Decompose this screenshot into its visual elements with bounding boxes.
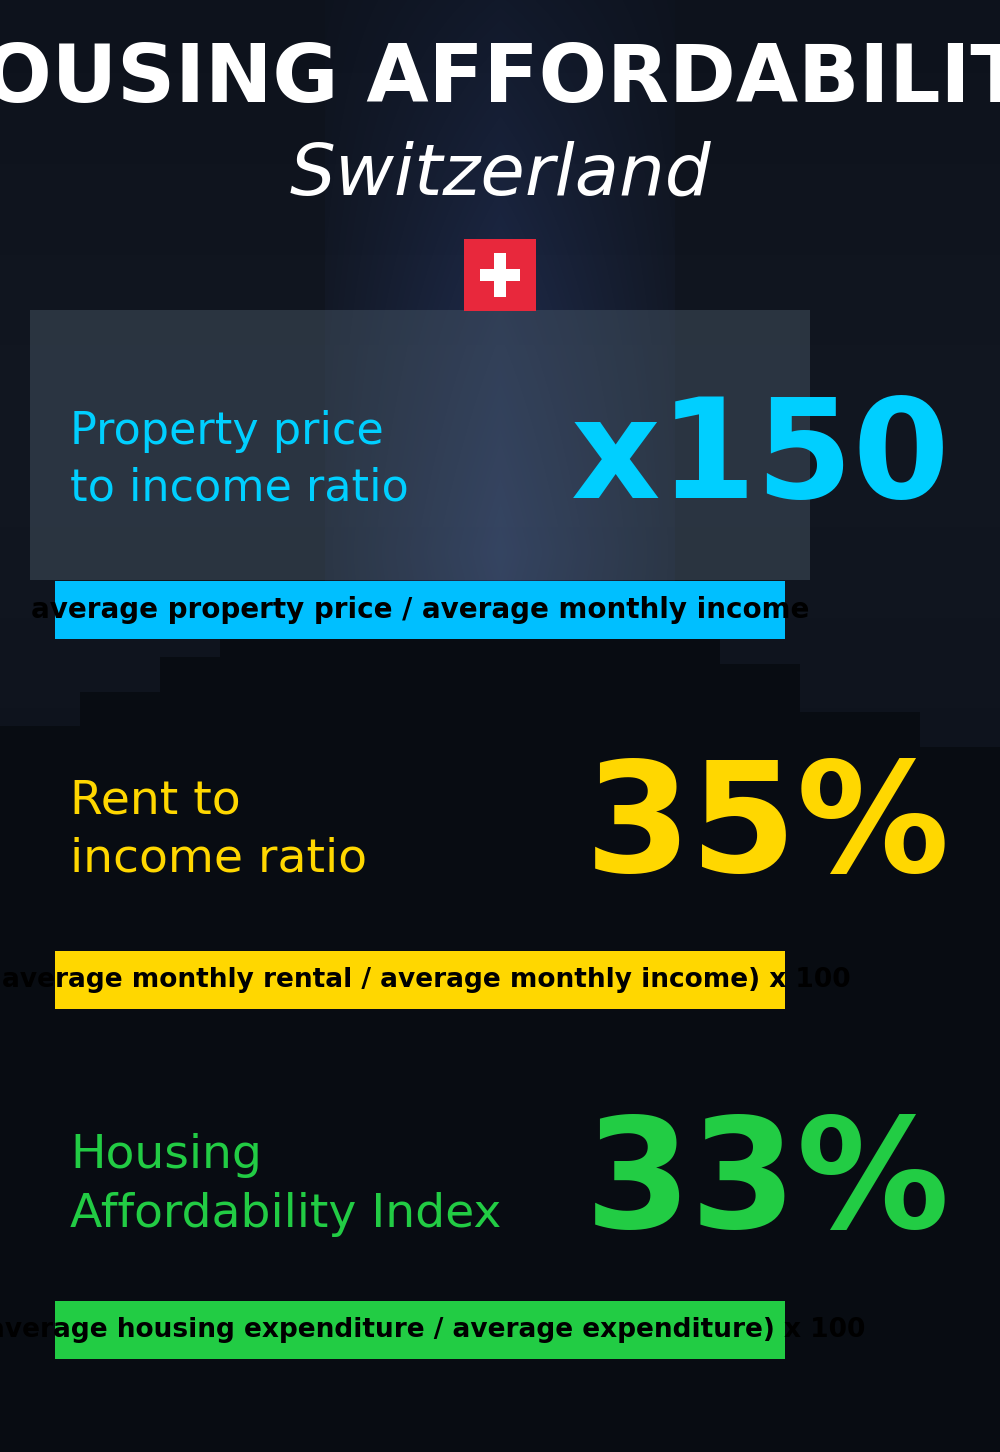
Bar	[30, 309, 810, 579]
Bar	[480, 269, 520, 282]
Text: Property price
to income ratio: Property price to income ratio	[70, 411, 409, 510]
Text: x150: x150	[570, 392, 950, 527]
Text: Switzerland: Switzerland	[289, 141, 711, 209]
Bar	[494, 253, 506, 298]
Text: Rent to
income ratio: Rent to income ratio	[70, 778, 367, 881]
Bar	[55, 951, 785, 1009]
Bar	[55, 1301, 785, 1359]
Text: 35%: 35%	[584, 755, 950, 905]
Text: average property price / average monthly income: average property price / average monthly…	[31, 595, 809, 624]
Bar	[55, 581, 785, 639]
Bar	[464, 240, 536, 311]
Text: (average housing expenditure / average expenditure) x 100: (average housing expenditure / average e…	[0, 1317, 865, 1343]
Text: (average monthly rental / average monthly income) x 100: (average monthly rental / average monthl…	[0, 967, 850, 993]
Text: HOUSING AFFORDABILITY: HOUSING AFFORDABILITY	[0, 41, 1000, 119]
Text: 33%: 33%	[584, 1111, 950, 1259]
Text: Housing
Affordability Index: Housing Affordability Index	[70, 1133, 501, 1237]
